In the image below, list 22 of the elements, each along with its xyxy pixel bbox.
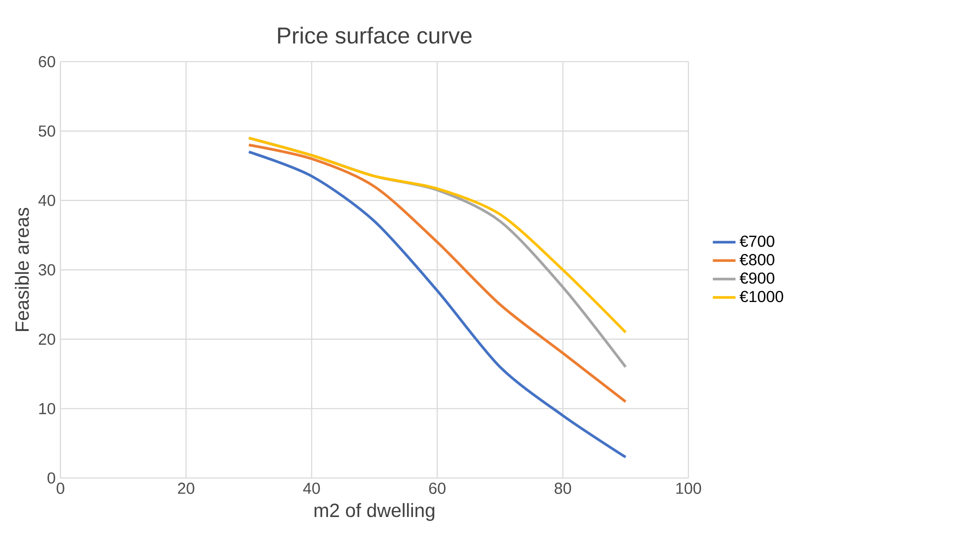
- y-tick-label: 50: [38, 126, 56, 137]
- x-tick-label: 40: [303, 482, 320, 494]
- y-tick-label: 40: [38, 194, 56, 206]
- x-tick-label: 80: [554, 482, 572, 494]
- y-tick-label: 10: [39, 403, 56, 414]
- y-axis-title: Feasible areas: [14, 208, 29, 332]
- legend-label: €900: [740, 272, 774, 284]
- y-tick-label: 0: [48, 472, 56, 484]
- x-tick-label: 100: [676, 482, 702, 494]
- x-tick-label: 20: [178, 482, 194, 494]
- y-tick-label: 30: [38, 264, 56, 276]
- line-series: [248, 144, 627, 404]
- legend-label: €1000: [740, 291, 784, 302]
- x-tick-label: 60: [429, 482, 446, 494]
- line-series: [248, 150, 627, 459]
- x-axis-title: m2 of dwelling: [314, 503, 434, 522]
- y-tick-label: 20: [38, 334, 56, 345]
- x-tick-label: 0: [56, 482, 64, 494]
- legend-label: €700: [740, 236, 774, 247]
- chart-title: Price surface curve: [278, 26, 472, 44]
- y-tick-label: 60: [38, 56, 56, 68]
- legend-label: €800: [740, 254, 774, 266]
